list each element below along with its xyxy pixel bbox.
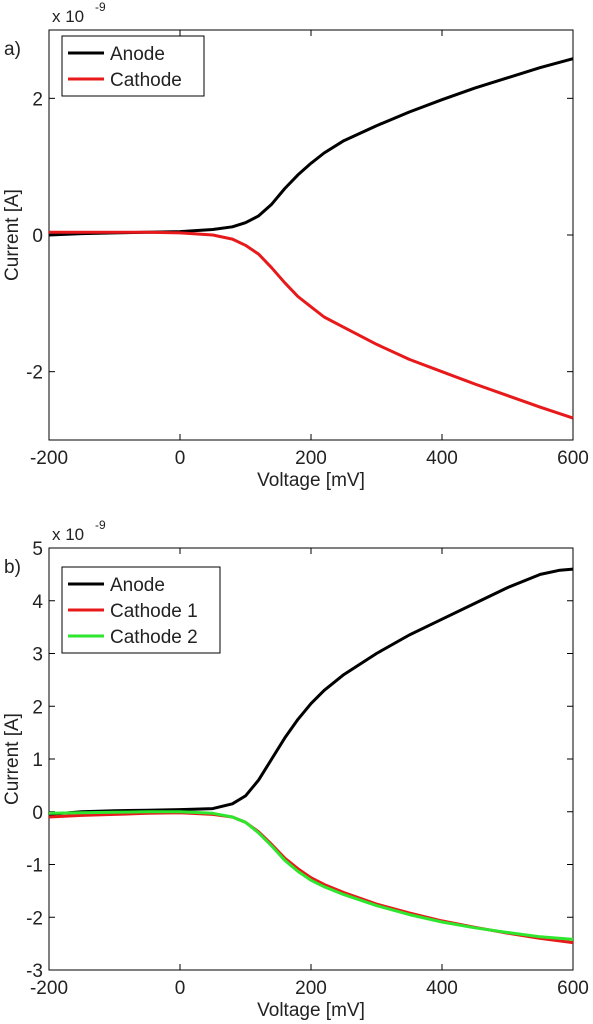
x-tick-label: 600 — [557, 448, 589, 469]
y-tick-label: 5 — [32, 539, 43, 560]
y-tick-label: -1 — [26, 856, 43, 877]
plot-area — [48, 29, 574, 441]
y-tick-label: 1 — [32, 750, 43, 771]
series-line-anode — [48, 567, 574, 816]
y-tick-label: 2 — [32, 89, 43, 110]
y-tick-label: -2 — [26, 363, 43, 384]
legend-label: Cathode 1 — [110, 601, 198, 622]
y-multiplier-exponent: -9 — [95, 518, 106, 532]
panel-label: a) — [4, 39, 21, 60]
y-tick-label: 0 — [32, 803, 43, 824]
y-multiplier: x 10 — [52, 7, 84, 26]
x-tick-label: 400 — [426, 978, 458, 999]
x-tick-label: -200 — [30, 448, 68, 469]
y-tick-label: 0 — [32, 226, 43, 247]
panel-a: -200 0 200 400 600 -2 0 2 Voltage [mV] Current [A… — [2, 0, 589, 491]
y-tick-label: 4 — [32, 592, 43, 613]
y-multiplier: x 10 — [52, 525, 84, 544]
x-tick-label: 400 — [426, 448, 458, 469]
x-axis-label: Voltage [mV] — [257, 1000, 365, 1021]
x-tick-label: 200 — [295, 978, 327, 999]
y-multiplier-exponent: -9 — [95, 0, 106, 14]
y-tick-label: 2 — [32, 697, 43, 718]
x-tick-label: 0 — [175, 448, 186, 469]
x-tick-label: 600 — [557, 978, 589, 999]
y-axis-label: Current [A] — [2, 713, 23, 805]
x-tick-label: 200 — [295, 448, 327, 469]
x-axis-label: Voltage [mV] — [257, 470, 365, 491]
legend-box — [61, 35, 205, 97]
legend-label: Anode — [110, 44, 165, 65]
x-tick-label: 0 — [175, 978, 186, 999]
panel-label: b) — [4, 557, 21, 578]
legend-label: Cathode 2 — [110, 627, 198, 648]
legend-label: Cathode — [110, 70, 182, 91]
y-tick-label: 3 — [32, 645, 43, 666]
y-axis-label: Current [A] — [2, 189, 23, 281]
x-tick-label: -200 — [30, 978, 68, 999]
y-tick-label: -3 — [26, 961, 43, 982]
series-line-cathode — [49, 230, 574, 420]
y-tick-label: -2 — [26, 908, 43, 929]
panel-b: -200 0 200 400 600 -3 -2 -1 0 1 2 3 4 5 Voltage [mV] Cu… — [2, 518, 589, 1021]
legend-label: Anode — [110, 575, 165, 596]
series-line-cathode-2 — [48, 810, 574, 941]
